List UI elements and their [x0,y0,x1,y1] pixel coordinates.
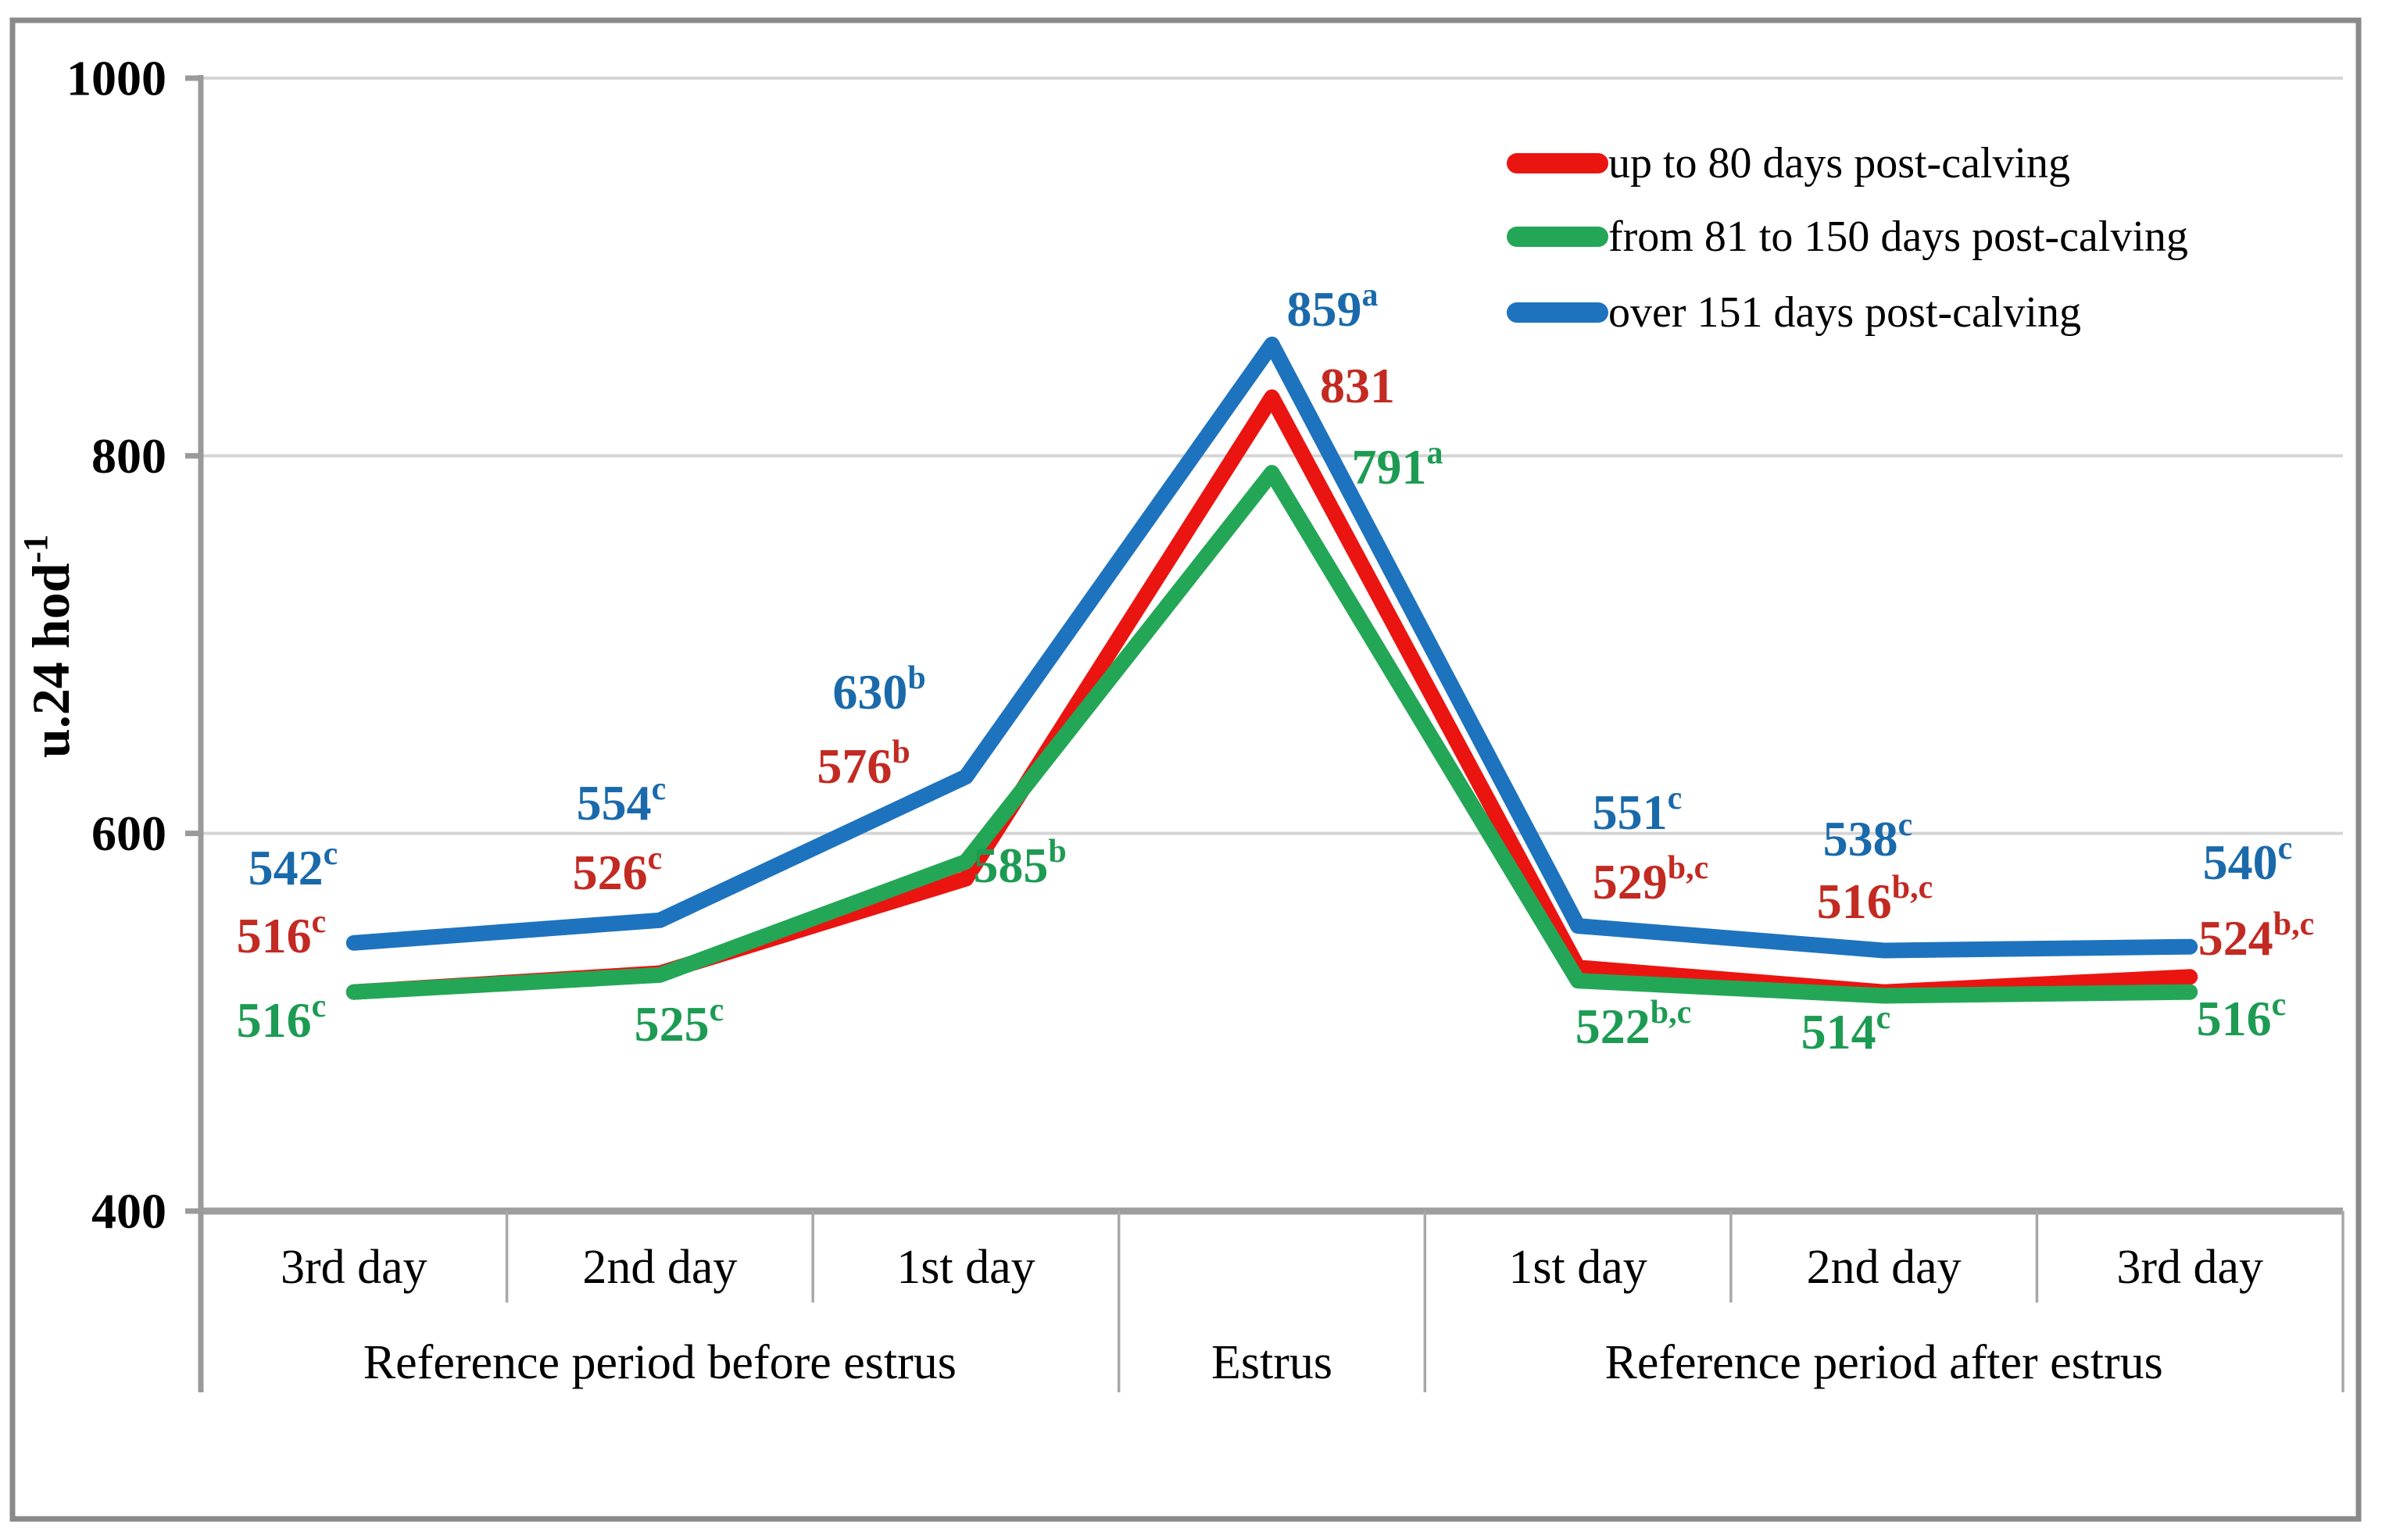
y-tick-label-600: 600 [91,806,166,861]
legend-label: over 151 days post-calving [1608,288,2081,337]
x-group-label: Reference period after estrus [1604,1336,2162,1389]
series-line-1 [345,465,2198,1004]
data-label: 859a [1287,277,1379,337]
y-tick-label-800: 800 [91,428,166,484]
data-label: 516c [2197,987,2287,1046]
y-tick-label-1000: 1000 [66,51,166,106]
data-label: 585b [973,834,1066,893]
data-label: 542c [249,836,338,895]
data-label: 831 [1320,358,1395,413]
chart-outer-border [9,17,2362,1522]
data-label: 514c [1801,1000,1891,1059]
legend-item: up to 80 days post-calving [1507,139,2070,188]
legend-item: over 151 days post-calving [1507,288,2081,337]
data-label: 554c [577,771,667,831]
data-label: 516c [237,904,327,963]
x-category-label: 1st day [896,1241,1035,1294]
x-category-label: 3rd day [2116,1241,2263,1294]
legend-label: up to 80 days post-calving [1608,139,2070,188]
x-group-label: Reference period before estrus [363,1336,957,1389]
legend-swatch-0 [1507,153,1608,173]
data-label: 630b [832,660,925,720]
legend-swatch-1 [1507,227,1608,247]
x-category-label: 2nd day [1807,1241,1962,1294]
legend-swatch-2 [1507,302,1608,323]
x-category-label: 3rd day [281,1241,427,1294]
data-label: 791a [1352,435,1443,495]
x-group-label: Estrus [1211,1336,1332,1389]
data-label: 526c [573,841,663,900]
data-label: 551c [1593,781,1683,840]
data-label: 538c [1823,807,1913,866]
legend-item: from 81 to 150 days post-calving [1507,213,2188,261]
legend: up to 80 days post-calving from 81 to 150… [1507,139,2188,337]
data-label: 522b,c [1575,995,1692,1054]
data-label: 516b,c [1817,870,1933,929]
data-label: 540c [2203,831,2293,890]
x-category-label: 2nd day [582,1241,737,1294]
data-label: 525c [635,992,724,1052]
legend-label: from 81 to 150 days post-calving [1608,213,2188,261]
data-label: 516c [237,988,327,1048]
x-category-label: 1st day [1508,1241,1647,1294]
data-label: 576b [817,734,910,794]
y-axis-title: u.24 hod-1 [16,534,80,758]
data-label: 524b,c [2198,906,2315,966]
y-tick-label-400: 400 [91,1184,166,1239]
series-line-2 [345,336,2198,959]
data-label: 529b,c [1593,850,1709,909]
